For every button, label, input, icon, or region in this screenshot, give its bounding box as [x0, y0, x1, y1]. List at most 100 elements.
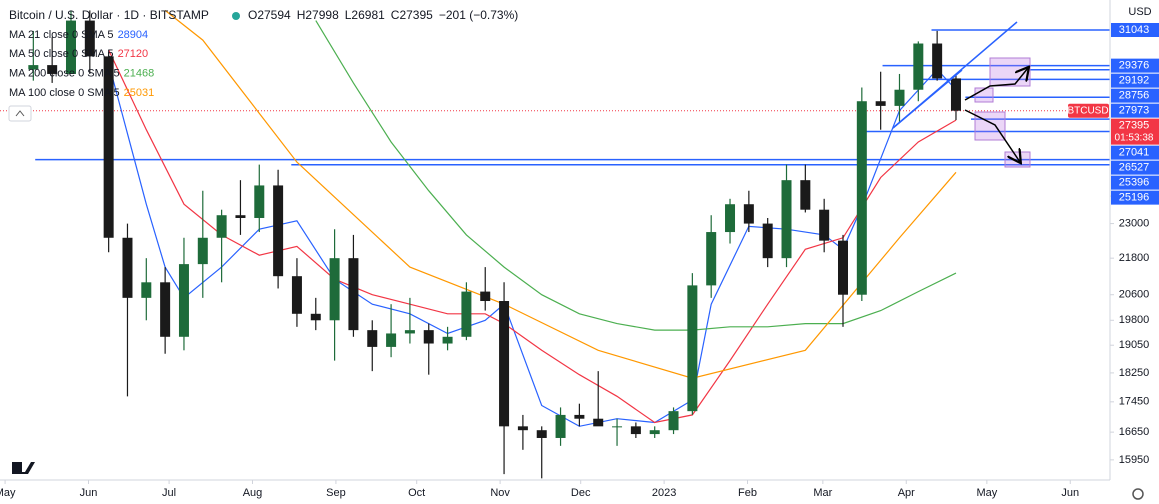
- legend-value: 21468: [124, 68, 155, 80]
- axes: 2400023000218002060019800190501825017450…: [0, 23, 1159, 499]
- y-tick-label: 19050: [1119, 339, 1150, 351]
- level-label: 27973: [1119, 105, 1150, 117]
- level-label: 27041: [1119, 147, 1150, 159]
- candle-body: [875, 101, 886, 106]
- candle-body: [423, 330, 434, 344]
- candle-body: [461, 291, 472, 337]
- candle-body: [291, 276, 302, 314]
- candle-body: [141, 282, 152, 298]
- legend: MA 21 close 0 SMA 5 28904 MA 50 close 0 SM…: [9, 29, 154, 99]
- candle-body: [273, 185, 284, 277]
- y-tick-label: 21800: [1119, 252, 1150, 264]
- x-tick-label: Jul: [162, 487, 176, 499]
- x-tick-label: 2023: [652, 487, 676, 499]
- legend-value: 25031: [124, 87, 155, 99]
- candle-body: [913, 43, 924, 90]
- candle-body: [47, 65, 58, 74]
- candle-body: [178, 264, 189, 337]
- x-tick-label: Jun: [80, 487, 98, 499]
- x-tick-label: Nov: [490, 487, 510, 499]
- level-label: 25396: [1119, 177, 1150, 189]
- candle-body: [649, 430, 660, 435]
- level-label: 25196: [1119, 192, 1150, 204]
- level-label-box: [1111, 175, 1159, 190]
- candle-body: [499, 301, 510, 427]
- level-label-box: [1111, 190, 1159, 205]
- legend-value: 27120: [118, 48, 149, 60]
- x-tick-label: Jun: [1061, 487, 1079, 499]
- collapse-button[interactable]: [8, 105, 32, 122]
- y-tick-label: 17450: [1119, 396, 1150, 408]
- level-label-box: [1111, 160, 1159, 175]
- wedge-line: [892, 69, 963, 129]
- candle-body: [593, 418, 604, 427]
- level-label-box: [1111, 145, 1159, 160]
- moving-average: [164, 9, 957, 379]
- x-tick-label: May: [0, 487, 16, 499]
- candle-body: [725, 204, 736, 233]
- candle-body: [856, 101, 867, 295]
- y-tick-label: 18250: [1119, 367, 1150, 379]
- candle-body: [630, 426, 641, 435]
- candle-body: [329, 258, 340, 321]
- y-tick-label: 19800: [1119, 314, 1150, 326]
- ohlc-value: O27594: [248, 8, 291, 22]
- candle-body: [706, 232, 717, 286]
- x-tick-label: Oct: [408, 487, 425, 499]
- y-tick-label: 15950: [1119, 454, 1150, 466]
- level-label: 31043: [1119, 24, 1150, 36]
- candle-body: [84, 20, 95, 57]
- level-label-box: [1111, 58, 1159, 73]
- legend-name: MA 50 close 0 SMA 5: [9, 48, 114, 60]
- level-label-box: [1111, 73, 1159, 88]
- legend-name: MA 100 close 0 SMA 5: [9, 87, 120, 99]
- currency-label: USD: [1128, 6, 1151, 18]
- candle-body: [103, 56, 114, 238]
- candle-body: [781, 180, 792, 259]
- annotations: [892, 21, 1031, 168]
- y-tick-label: 20600: [1119, 289, 1150, 301]
- candle-body: [517, 426, 528, 431]
- level-label-box: [1111, 23, 1159, 38]
- candle-body: [235, 215, 246, 218]
- candle-body: [687, 285, 698, 412]
- candle-body: [197, 237, 208, 265]
- candle-body: [950, 78, 961, 111]
- candle-body: [762, 223, 773, 259]
- candle-body: [310, 313, 321, 321]
- symbol-box: [1068, 103, 1109, 118]
- candle-body: [160, 282, 171, 337]
- level-label-box: [1111, 88, 1159, 103]
- y-tick-label: 16650: [1119, 426, 1150, 438]
- x-tick-label: Mar: [813, 487, 832, 499]
- candle-body: [743, 204, 754, 224]
- candle-body: [386, 333, 397, 347]
- ohlc-value: H27998: [297, 8, 339, 22]
- logo: [12, 462, 35, 474]
- x-tick-label: Sep: [326, 487, 346, 499]
- level-label: 28756: [1119, 90, 1150, 102]
- candle-body: [612, 426, 623, 428]
- candle-body: [122, 237, 133, 298]
- plot-area: [0, 9, 1110, 479]
- candle-body: [800, 180, 811, 210]
- candle-body: [480, 291, 491, 302]
- moving-average: [315, 20, 957, 331]
- legend-name: MA 21 close 0 SMA 5: [9, 29, 114, 41]
- status-dot: [232, 12, 240, 20]
- candle-body: [28, 65, 39, 70]
- settings-icon[interactable]: [1132, 488, 1144, 500]
- candle-body: [65, 20, 76, 74]
- candle-body: [574, 414, 585, 419]
- candle-body: [404, 330, 415, 334]
- arrow: [964, 109, 1020, 162]
- last-price-box: [1111, 118, 1159, 145]
- ohlc-value: −201 (−0.73%): [439, 8, 518, 22]
- moving-average: [108, 62, 957, 427]
- countdown-label: 01:53:38: [1115, 132, 1154, 143]
- x-tick-label: Dec: [571, 487, 591, 499]
- moving-average: [108, 49, 957, 424]
